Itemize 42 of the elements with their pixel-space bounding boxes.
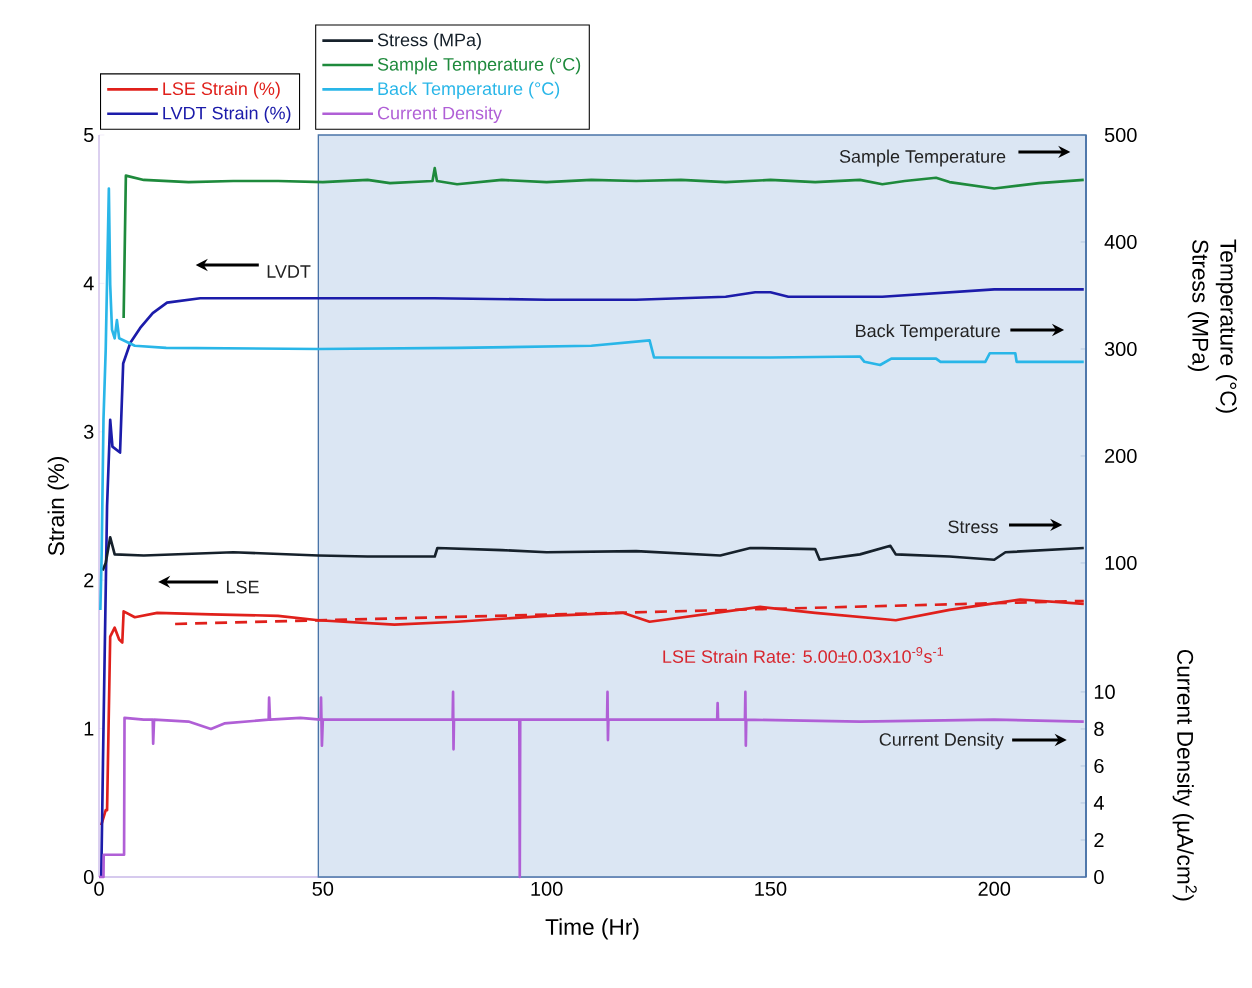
y2-tick-label: 100 <box>1105 555 1137 571</box>
y2-tick-label: 200 <box>1105 448 1137 464</box>
y2-tick-label: 400 <box>1104 234 1137 250</box>
annotation: Sample Temperature <box>839 149 1006 167</box>
y3-tick-label: 2 <box>1094 832 1104 847</box>
y3-axis-title: Current Density (µA/cm$^{2}$) <box>1172 649 1197 901</box>
y-tick-label: 0 <box>83 869 94 885</box>
y-tick-label: 3 <box>83 424 94 439</box>
x-tick-label: 200 <box>978 881 1011 896</box>
annotation: Back Temperature <box>856 323 1000 341</box>
x-tick-label: 150 <box>755 881 787 896</box>
line-series <box>122 166 1086 320</box>
y2-tick-label: 500 <box>1104 127 1137 143</box>
y3-tick-label: 8 <box>1094 721 1104 737</box>
annotation: LSE Strain Rate: 5.00±0.03x10$^{-9}$s$^{-1}$ <box>663 647 944 663</box>
y-tick-label: 4 <box>83 276 94 291</box>
legend-label: LVDT Strain (%) <box>163 106 291 123</box>
line-series <box>101 535 1086 572</box>
annotation: LVDT <box>267 265 311 278</box>
legend-label: Back Temperature (°C) <box>378 81 560 99</box>
line-series <box>99 187 1086 612</box>
y-tick-label: 2 <box>84 573 94 588</box>
legend-label: Current Density <box>377 106 502 123</box>
y2-tick-label: 300 <box>1104 341 1137 357</box>
annotation: Stress <box>948 520 998 534</box>
y3-tick-label: 6 <box>1094 758 1104 774</box>
y2-axis-title: Temperature (°C) Stress (MPa) <box>1187 239 1237 413</box>
x-tick-label: 100 <box>531 881 563 896</box>
x-axis-title: Time (Hr) <box>545 918 639 940</box>
y3-tick-label: 0 <box>1094 869 1104 885</box>
y-axis-title: Strain (%) <box>47 457 69 556</box>
y-tick-label: 1 <box>84 721 94 736</box>
x-tick-label: 0 <box>94 881 104 896</box>
x-tick-label: 50 <box>312 881 334 896</box>
annotation: LSE <box>226 580 259 594</box>
legend-label: Sample Temperature (°C) <box>377 57 581 75</box>
y-tick-label: 5 <box>83 128 94 142</box>
legend-label: Stress (MPa) <box>377 33 481 50</box>
y3-tick-label: 4 <box>1093 796 1104 810</box>
legend-label: LSE Strain (%) <box>163 81 280 99</box>
y3-tick-label: 10 <box>1094 684 1115 700</box>
annotation: Current Density <box>879 732 1004 750</box>
